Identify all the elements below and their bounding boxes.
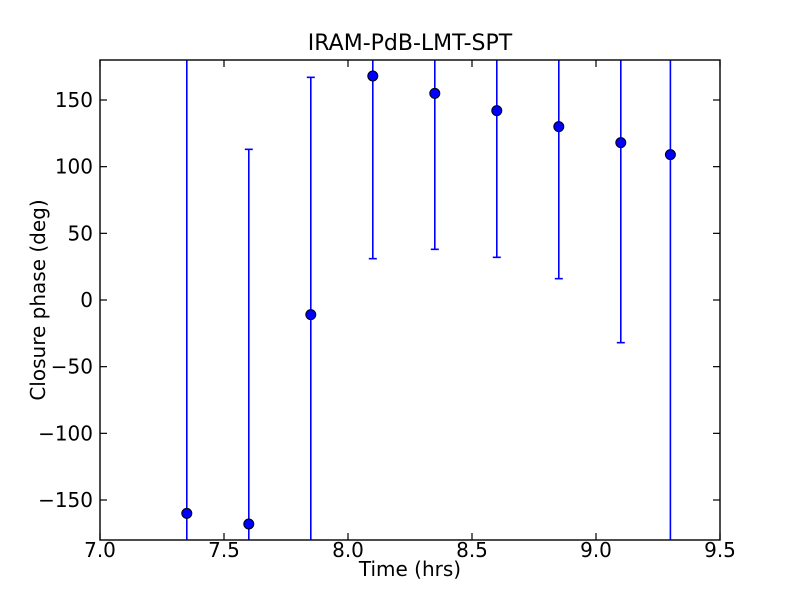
- x-tick-label: 9.0: [580, 538, 612, 562]
- y-tick-label: −50: [51, 355, 93, 379]
- data-point-marker: [181, 507, 193, 519]
- y-tick-label: −100: [38, 421, 93, 445]
- data-point-marker: [615, 137, 627, 149]
- x-tick-label: 8.5: [456, 538, 488, 562]
- data-point-marker: [664, 149, 676, 161]
- data-point-marker: [305, 309, 317, 321]
- data-point-marker: [243, 518, 255, 530]
- data-point-marker: [429, 87, 441, 99]
- x-tick-label: 7.0: [84, 538, 116, 562]
- plot-border: [99, 59, 721, 541]
- chart-title: IRAM-PdB-LMT-SPT: [308, 31, 513, 56]
- data-point-marker: [491, 105, 503, 117]
- y-axis-label: Closure phase (deg): [26, 199, 50, 400]
- y-tick-label: −150: [38, 488, 93, 512]
- x-tick-label: 7.5: [208, 538, 240, 562]
- x-axis-label: Time (hrs): [358, 557, 461, 581]
- x-tick-label: 8.0: [332, 538, 364, 562]
- y-tick-label: 0: [80, 288, 93, 312]
- data-point-marker: [553, 121, 565, 133]
- x-tick-label: 9.5: [704, 538, 736, 562]
- y-tick-label: 150: [55, 88, 93, 112]
- data-point-marker: [367, 70, 379, 82]
- y-tick-label: 100: [55, 155, 93, 179]
- y-tick-label: 50: [68, 221, 93, 245]
